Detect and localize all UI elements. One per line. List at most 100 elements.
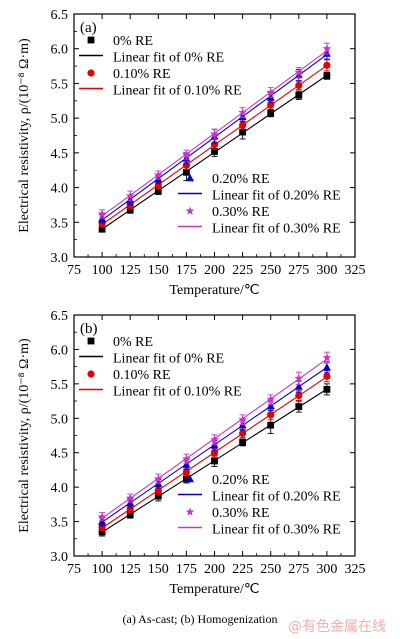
legend-marker bbox=[185, 507, 195, 516]
legend-marker bbox=[87, 370, 95, 378]
x-tick-label: 300 bbox=[316, 562, 337, 577]
x-tick-label: 325 bbox=[345, 263, 366, 278]
x-tick-label: 250 bbox=[260, 562, 281, 577]
series-0 bbox=[98, 71, 331, 233]
x-tick-label: 325 bbox=[345, 562, 366, 577]
data-point bbox=[211, 148, 218, 155]
legend-marker bbox=[87, 69, 95, 77]
legend-entry: 0.20% RE Linear fit of 0.20% RE bbox=[178, 172, 341, 204]
data-point bbox=[211, 457, 218, 465]
data-point bbox=[323, 385, 331, 393]
x-tick-label: 300 bbox=[316, 263, 337, 278]
series-3 bbox=[97, 351, 332, 522]
data-point bbox=[266, 401, 275, 410]
legend-fit-label: Linear fit of 0.10% RE bbox=[113, 84, 242, 99]
y-tick-label: 6.5 bbox=[51, 309, 69, 324]
legend-marker bbox=[186, 474, 194, 483]
data-point bbox=[97, 209, 107, 218]
data-point bbox=[322, 44, 332, 53]
x-tick-label: 75 bbox=[67, 263, 81, 278]
data-point bbox=[210, 449, 219, 457]
data-point bbox=[182, 468, 190, 476]
y-tick-label: 5.0 bbox=[51, 412, 69, 427]
y-tick-label: 4.5 bbox=[51, 447, 69, 462]
x-tick-label: 150 bbox=[148, 263, 169, 278]
legend-fit-label: Linear fit of 0.30% RE bbox=[212, 523, 341, 538]
data-point bbox=[210, 129, 219, 138]
legend-entry: 0.30% RE Linear fit of 0.30% RE bbox=[178, 205, 341, 237]
x-tick-label: 225 bbox=[232, 263, 253, 278]
legend-marker bbox=[185, 206, 195, 215]
data-point bbox=[266, 87, 276, 97]
data-point bbox=[294, 382, 303, 390]
data-point bbox=[323, 372, 331, 380]
panel-label: (b) bbox=[80, 321, 98, 337]
data-point bbox=[294, 67, 304, 77]
x-tick-label: 200 bbox=[204, 562, 225, 577]
x-tick-label: 225 bbox=[232, 562, 253, 577]
watermark-text: @有色金属在线 bbox=[288, 619, 386, 635]
legend-label: 0.30% RE bbox=[212, 205, 270, 220]
legend-marker bbox=[87, 36, 95, 44]
legend-fit-label: Linear fit of 0% RE bbox=[113, 352, 224, 367]
y-tick-label: 5.5 bbox=[51, 378, 69, 393]
x-axis-label: Temperature/℃ bbox=[169, 582, 259, 597]
legend-entry: 0.20% RE Linear fit of 0.20% RE bbox=[178, 473, 341, 505]
data-point bbox=[322, 353, 332, 362]
y-tick-label: 3.0 bbox=[51, 550, 69, 565]
legend-marker bbox=[186, 173, 194, 182]
data-point bbox=[97, 512, 107, 521]
data-point bbox=[154, 486, 162, 495]
data-point bbox=[125, 191, 135, 200]
data-point bbox=[267, 421, 275, 429]
y-tick-label: 3.5 bbox=[51, 216, 69, 231]
legend-label: 0.10% RE bbox=[113, 368, 171, 383]
x-tick-label: 175 bbox=[176, 562, 197, 577]
data-point bbox=[267, 101, 275, 109]
y-axis-label: Electrical resistivity, ρ/(10⁻⁸ Ω·m) bbox=[17, 338, 32, 533]
data-point bbox=[182, 454, 191, 463]
legend-label: 0.30% RE bbox=[212, 506, 270, 521]
x-tick-label: 200 bbox=[204, 263, 225, 278]
data-point bbox=[154, 492, 162, 500]
legend-fit-label: Linear fit of 0% RE bbox=[113, 51, 224, 66]
data-point bbox=[126, 206, 134, 214]
y-tick-label: 6.0 bbox=[51, 43, 69, 58]
y-tick-label: 5.0 bbox=[51, 112, 69, 127]
x-axis-label: Temperature/℃ bbox=[169, 283, 259, 298]
data-point bbox=[295, 81, 303, 90]
data-point bbox=[153, 474, 163, 483]
x-tick-label: 275 bbox=[288, 562, 309, 577]
data-point bbox=[295, 91, 303, 99]
x-tick-label: 75 bbox=[67, 562, 81, 577]
data-point bbox=[323, 72, 331, 80]
chart-panel-b: 75 100 125 150 175 200 225 250 275 300 325 3.0 3.5 4.… bbox=[17, 309, 366, 597]
legend-label: 0.10% RE bbox=[113, 67, 171, 82]
x-tick-label: 100 bbox=[92, 562, 113, 577]
legend-fit-label: Linear fit of 0.30% RE bbox=[212, 222, 341, 237]
y-tick-label: 4.5 bbox=[51, 147, 69, 162]
data-point bbox=[98, 225, 106, 233]
data-point bbox=[183, 475, 190, 483]
data-point bbox=[323, 61, 331, 69]
x-tick-label: 125 bbox=[120, 562, 141, 577]
data-point bbox=[322, 363, 331, 371]
x-tick-label: 275 bbox=[288, 263, 309, 278]
data-point bbox=[294, 373, 304, 383]
x-tick-label: 250 bbox=[260, 263, 281, 278]
data-point bbox=[98, 528, 106, 536]
panel-label: (a) bbox=[80, 20, 97, 36]
y-tick-label: 6.5 bbox=[51, 8, 69, 23]
x-tick-label: 100 bbox=[92, 263, 113, 278]
data-point bbox=[267, 411, 275, 419]
x-tick-label: 125 bbox=[120, 263, 141, 278]
legend-label: 0.20% RE bbox=[212, 473, 270, 488]
y-tick-label: 5.5 bbox=[51, 77, 69, 92]
y-tick-label: 3.5 bbox=[51, 516, 69, 531]
legend-label: 0% RE bbox=[113, 335, 153, 350]
x-tick-label: 175 bbox=[176, 263, 197, 278]
data-point bbox=[266, 395, 276, 404]
data-point bbox=[154, 187, 162, 195]
chart-panel-a: 75 100 125 150 175 200 225 250 275 300 325 3.0 3.5 4.… bbox=[17, 8, 366, 298]
y-axis-label: Electrical resistivity, ρ/(10⁻⁸ Ω·m) bbox=[17, 38, 32, 233]
